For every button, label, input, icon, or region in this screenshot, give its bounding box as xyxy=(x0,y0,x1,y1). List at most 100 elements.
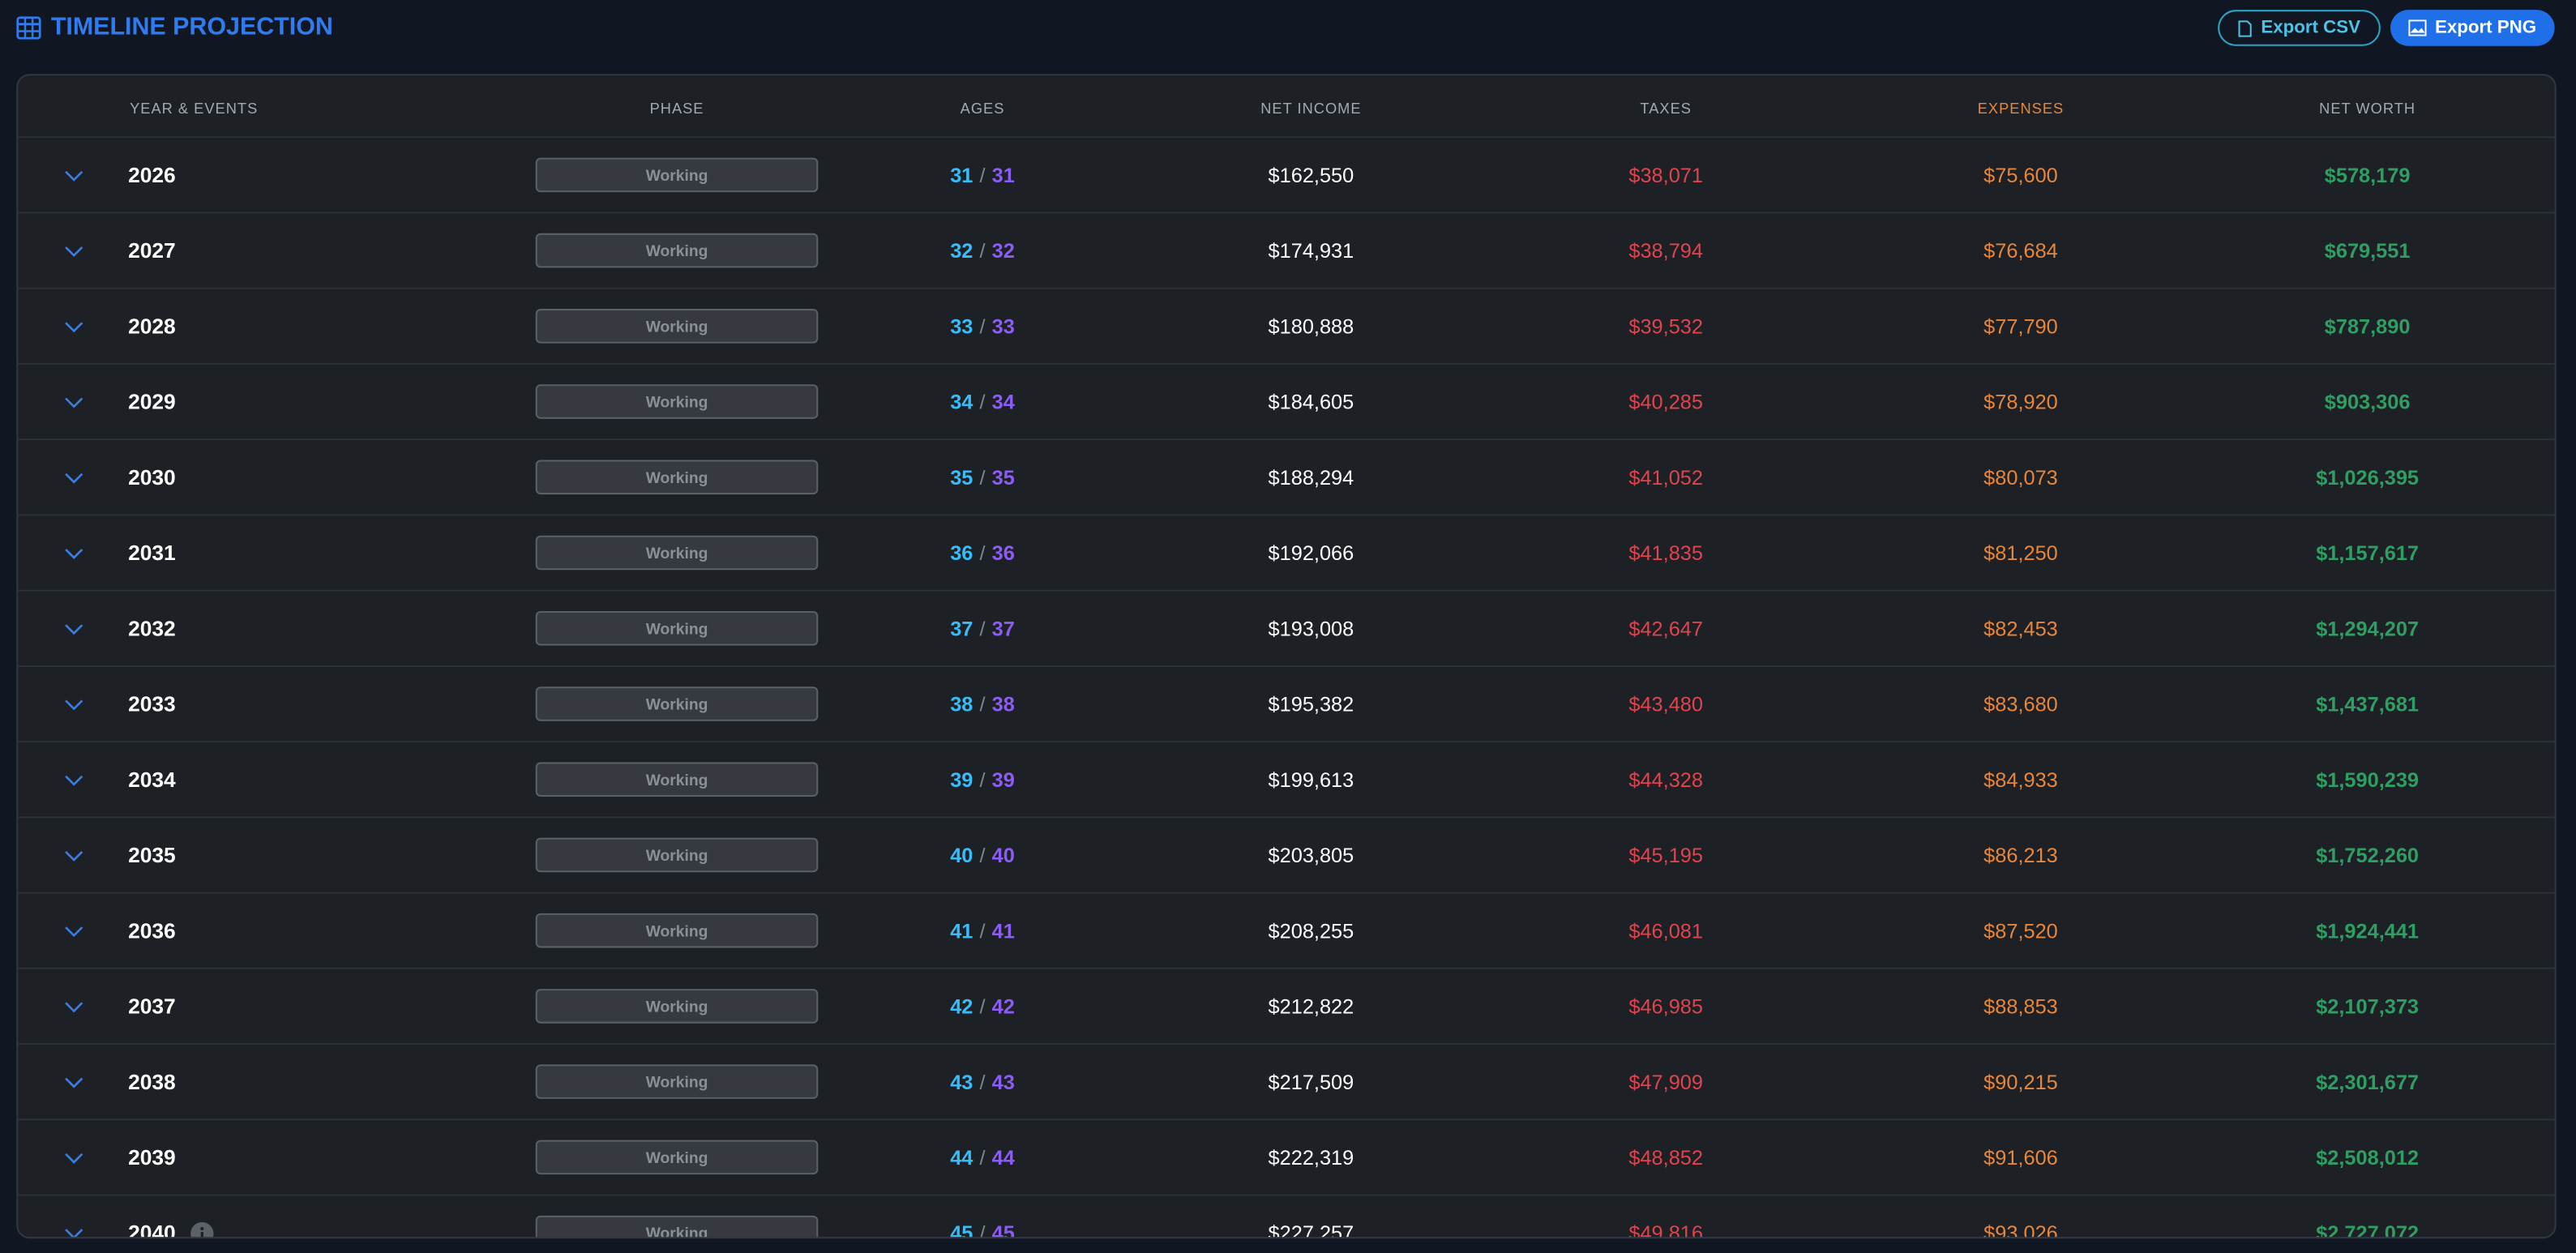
expenses: $84,933 xyxy=(1983,768,2058,792)
ages: 37/37 xyxy=(950,592,1015,667)
expand-chevron[interactable] xyxy=(64,169,83,182)
net-income: $192,066 xyxy=(1268,541,1354,566)
age-primary: 43 xyxy=(950,1071,973,1094)
ages: 31/31 xyxy=(950,138,1015,213)
net-income: $195,382 xyxy=(1268,693,1354,716)
age-primary: 41 xyxy=(950,920,973,943)
phase-badge: Working xyxy=(535,1064,819,1099)
year: 2029 xyxy=(128,389,176,414)
net-income: $193,008 xyxy=(1268,618,1354,641)
column-header: EXPENSES xyxy=(1977,100,2065,117)
ages: 45 / 45 xyxy=(950,1196,1015,1239)
taxes: $46,081 xyxy=(1628,920,1703,943)
age-separator: / xyxy=(979,1071,986,1094)
taxes: $48,852 xyxy=(1628,1146,1703,1170)
expand-chevron[interactable] xyxy=(64,1000,83,1013)
expand-chevron[interactable] xyxy=(64,396,83,408)
age-primary: 32 xyxy=(950,239,973,263)
age-primary: 45 xyxy=(950,1221,973,1239)
expenses: $83,680 xyxy=(1983,693,2058,716)
age-secondary: 42 xyxy=(991,995,1015,1019)
ages: 38/38 xyxy=(950,667,1015,742)
ages: 40/40 xyxy=(950,818,1015,893)
table-row: 2031 Working 36/36 $192,066 $41,835 $81,250 $1… xyxy=(18,514,2555,591)
net-worth: $1,924,441 xyxy=(2316,920,2420,943)
year: 2031 xyxy=(128,540,176,566)
age-primary: 42 xyxy=(950,995,973,1019)
table-row: 2036 Working 41/41 $208,255 $46,081 $87,520 $1… xyxy=(18,892,2555,969)
phase-badge: Working xyxy=(535,913,819,948)
year: 2038 xyxy=(128,1069,176,1094)
expand-chevron[interactable] xyxy=(64,320,83,333)
ages: 44/44 xyxy=(950,1120,1015,1195)
age-separator: / xyxy=(979,618,986,641)
taxes: $47,909 xyxy=(1628,1071,1703,1094)
expand-chevron[interactable] xyxy=(64,472,83,485)
age-separator: / xyxy=(979,995,986,1019)
ages: 35/35 xyxy=(950,440,1015,515)
net-income: $184,605 xyxy=(1268,391,1354,414)
ages: 36/36 xyxy=(950,515,1015,591)
age-secondary: 34 xyxy=(991,391,1015,414)
expand-chevron[interactable] xyxy=(64,1227,83,1238)
expenses: $82,453 xyxy=(1983,618,2058,641)
year: 2036 xyxy=(128,917,176,943)
expand-chevron[interactable] xyxy=(64,547,83,560)
net-worth: $1,437,681 xyxy=(2316,693,2420,716)
taxes: $39,532 xyxy=(1628,315,1703,339)
taxes: $46,985 xyxy=(1628,995,1703,1019)
age-separator: / xyxy=(979,239,986,263)
age-separator: / xyxy=(979,466,986,490)
net-worth: $1,590,239 xyxy=(2316,768,2420,792)
expenses: $90,215 xyxy=(1983,1071,2058,1094)
table-row: 2037 Working 42/42 $212,822 $46,985 $88,853 $2… xyxy=(18,967,2555,1045)
table-row: 2035 Working 40/40 $203,805 $45,195 $86,213 $1… xyxy=(18,816,2555,893)
table-row: 2034 Working 39/39 $199,613 $44,328 $84,933 $1… xyxy=(18,741,2555,818)
expand-chevron[interactable] xyxy=(64,698,83,711)
year: 2032 xyxy=(128,616,176,641)
page-title: TIMELINE PROJECTION xyxy=(50,13,333,41)
age-primary: 40 xyxy=(950,844,973,868)
expenses: $91,606 xyxy=(1983,1146,2058,1170)
timeline-table: YEAR & EVENTS PHASE AGES NET INCOME TAXES EXP… xyxy=(16,74,2557,1239)
export-csv-button[interactable]: Export CSV xyxy=(2218,10,2381,46)
taxes: $43,480 xyxy=(1628,693,1703,716)
column-header: AGES xyxy=(960,100,1005,117)
ages: 42/42 xyxy=(950,969,1015,1045)
ages: 39/39 xyxy=(950,742,1015,818)
age-primary: 31 xyxy=(950,164,973,188)
table-row: 2029 Working 34/34 $184,605 $40,285 $78,920 $9… xyxy=(18,362,2555,440)
expand-chevron[interactable] xyxy=(64,849,83,862)
age-primary: 34 xyxy=(950,391,973,414)
net-worth: $2,508,012 xyxy=(2316,1146,2420,1170)
age-primary: 35 xyxy=(950,466,973,490)
export-png-button[interactable]: Export PNG xyxy=(2390,10,2555,46)
net-worth: $1,157,617 xyxy=(2316,541,2420,566)
age-separator: / xyxy=(979,315,986,339)
expand-chevron[interactable] xyxy=(64,1076,83,1089)
taxes: $41,052 xyxy=(1628,466,1703,490)
age-secondary: 39 xyxy=(991,768,1015,792)
age-separator: / xyxy=(979,541,986,566)
age-secondary: 33 xyxy=(991,315,1015,339)
expand-chevron[interactable] xyxy=(64,622,83,635)
expand-chevron[interactable] xyxy=(64,1152,83,1165)
taxes: $44,328 xyxy=(1628,768,1703,792)
expand-chevron[interactable] xyxy=(64,925,83,938)
taxes: $41,835 xyxy=(1628,541,1703,566)
net-worth: $1,294,207 xyxy=(2316,618,2420,641)
table-icon xyxy=(16,16,41,40)
expand-chevron[interactable] xyxy=(64,774,83,787)
age-secondary: 32 xyxy=(991,239,1015,263)
expenses: $80,073 xyxy=(1983,466,2058,490)
expenses: $75,600 xyxy=(1983,164,2058,188)
phase-badge: Working xyxy=(535,762,819,797)
net-income: $162,550 xyxy=(1268,164,1354,188)
expand-chevron[interactable] xyxy=(64,245,83,258)
year: 2040 xyxy=(128,1220,176,1239)
net-worth: $2,727,072 xyxy=(2316,1221,2420,1239)
info-icon[interactable] xyxy=(190,1221,214,1238)
net-income: $212,822 xyxy=(1268,995,1354,1019)
net-income: $217,509 xyxy=(1268,1071,1354,1094)
